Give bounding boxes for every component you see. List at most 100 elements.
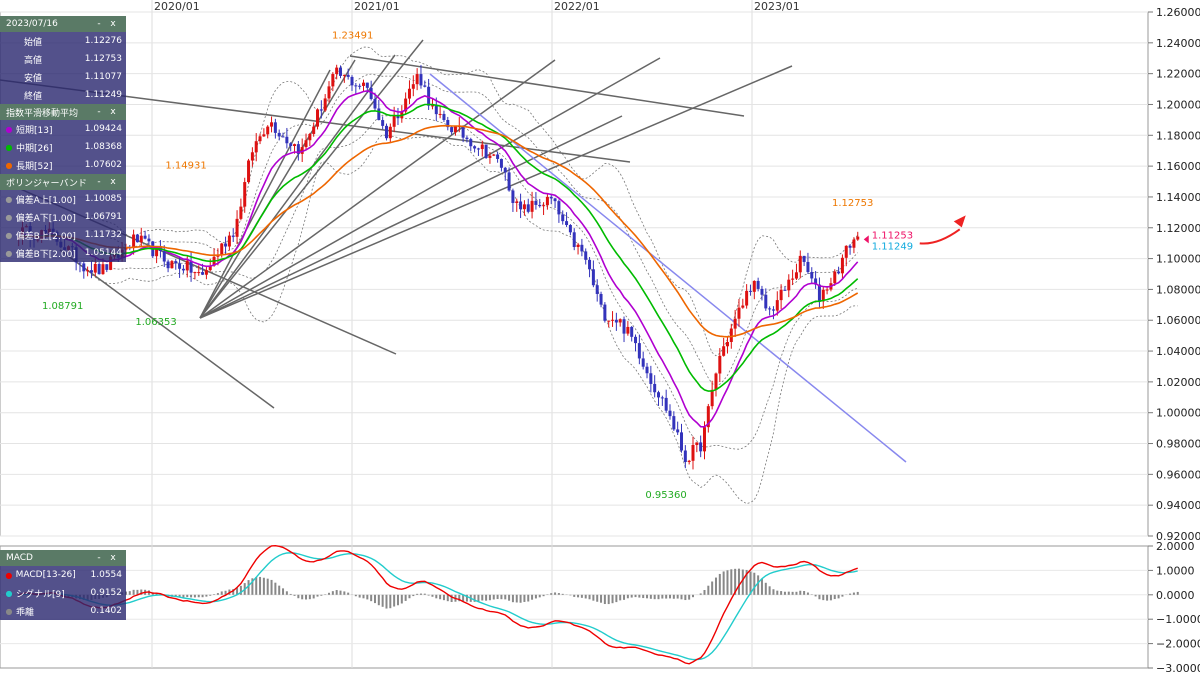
macd-histogram-bar [435,594,438,599]
macd-histogram-bar [550,593,553,595]
candle-body [204,270,208,275]
macd-histogram-bar [389,594,392,609]
ema-long-line [18,124,859,338]
candle-body [220,243,224,255]
minimize-button[interactable]: - [97,553,101,563]
candle-body [572,232,576,247]
close-button[interactable]: x [110,553,116,563]
minimize-button[interactable]: - [97,177,101,187]
candle-body [166,261,170,269]
candle-body [787,279,791,291]
candle-body [515,201,519,203]
close-button[interactable]: x [110,177,116,187]
candle-body [798,255,802,273]
fan-trendline [199,54,396,319]
candle-body [519,201,523,210]
ohlc-info-panel: 2023/07/16 - x 始値 1.12276 高値 1.12753 安値 1.1… [0,16,126,262]
close-price-label: 1.11249 [872,241,913,252]
candle-body [308,133,312,141]
candle-body [695,442,699,446]
close-button[interactable]: x [110,107,116,117]
up-arrow-icon [919,228,961,245]
macd-histogram-bar [331,591,334,595]
macd-histogram-bar [481,594,484,601]
candle-body [392,115,396,127]
macd-histogram-bar [308,594,311,600]
candle-body [476,148,480,150]
candle-body [86,270,90,272]
candle-body [856,236,860,240]
macd-histogram-bar [262,577,265,595]
price-annotation: 1.12753 [832,198,873,209]
y-tick-label: 1.18000 [1156,129,1200,142]
macd-histogram-bar [270,579,273,595]
macd-histogram-bar [385,594,388,609]
candle-body [768,308,772,310]
macd-row-divergence: ● 乖離 0.1402 [5,606,123,618]
y-tick-label: 1.12000 [1156,222,1200,235]
x-tick-label: 2021/01 [354,0,400,13]
macd-row-macd: ● MACD[13-26] 1.0554 [5,570,122,580]
candle-body [530,200,534,212]
candle-body [764,294,768,309]
candle-body [208,265,212,271]
candle-body [645,366,649,374]
macd-histogram-bar [703,589,706,595]
y-tick-label: 1.06000 [1156,314,1200,327]
macd-histogram-bar [328,592,331,595]
macd-histogram-bar [442,594,445,601]
candle-body [89,270,93,273]
macd-histogram-bar [236,587,239,595]
candle-body [511,190,515,203]
ema-mid-marker-icon: ● [5,142,13,152]
minimize-button[interactable]: - [97,19,101,29]
macd-histogram-bar [856,591,859,595]
candle-body [492,154,496,156]
candle-body [316,109,320,127]
candle-body [480,144,484,150]
candle-body [369,87,373,99]
minimize-button[interactable]: - [97,107,101,117]
candle-body [710,389,714,407]
macd-histogram-bar [714,577,717,595]
candle-body [411,84,415,89]
info-row-open: 始値 1.12276 [24,36,122,48]
candle-body [741,305,745,308]
macd-histogram-bar [178,594,181,598]
close-button[interactable]: x [110,19,116,29]
price-annotation: 1.23491 [332,31,373,42]
macd-histogram-bar [519,594,522,603]
ema-panel-header[interactable]: 指数平滑移動平均 - x [0,104,126,120]
macd-histogram-bar [684,594,687,601]
candle-body [300,147,304,154]
macd-info-panel: MACD - x ● MACD[13-26] 1.0554 ● シグナル[9] 0.91… [0,550,126,620]
candle-body [396,115,400,119]
ema-long-marker-icon: ● [5,160,13,170]
candle-body [725,341,729,347]
macd-histogram-bar [128,591,131,595]
macd-histogram-bar [450,594,453,603]
macd-panel-header[interactable]: MACD - x [0,550,126,566]
candle-body [783,289,787,291]
macd-histogram-bar [220,591,223,595]
macd-histogram-bar [818,594,821,600]
macd-histogram-bar [852,592,855,595]
candle-body [607,320,611,322]
candle-body [618,319,622,323]
macd-tick-label: 2.0000 [1156,540,1195,553]
candle-body [258,136,262,142]
candle-body [691,445,695,461]
ohlc-panel-header[interactable]: 2023/07/16 - x [0,16,126,32]
bb-b-upper-line [91,46,859,357]
macd-histogram-bar [669,594,672,599]
macd-histogram-bar [477,594,480,602]
candle-body [293,144,297,147]
macd-histogram-bar [492,594,495,600]
macd-histogram-bar [446,594,449,602]
bb-panel-header[interactable]: ボリンジャーバンド - x [0,174,126,190]
macd-histogram-bar [266,578,269,595]
candle-body [844,245,848,258]
candle-body [657,392,661,398]
info-row-close: 終値 1.11249 [24,90,122,102]
